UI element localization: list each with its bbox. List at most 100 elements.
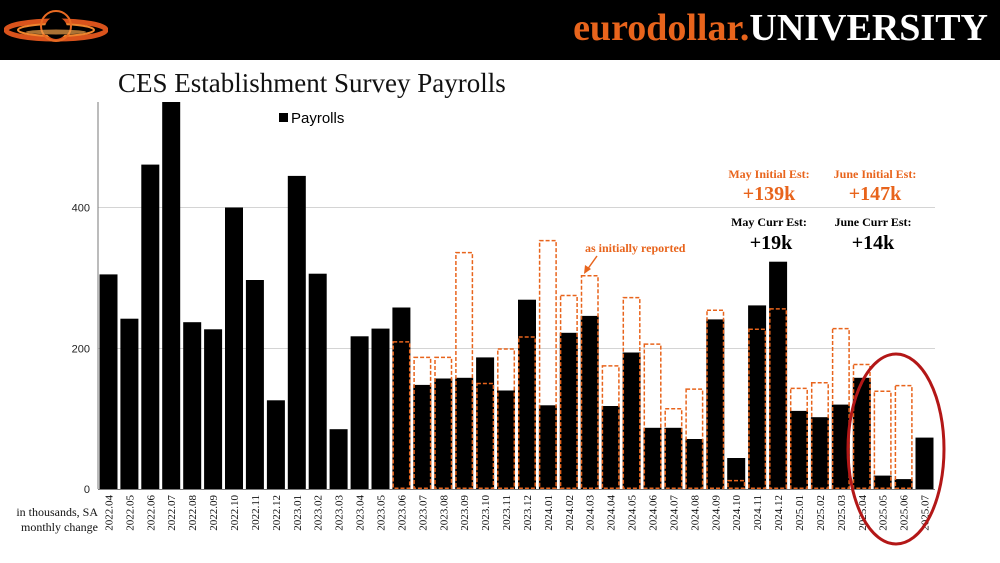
x-tick-label-2022.08: 2022.08 (187, 495, 199, 531)
x-tick-label-2022.07: 2022.07 (166, 495, 178, 531)
bar-initial-2024.07 (664, 408, 683, 490)
bar-payrolls-2024.05 (622, 352, 641, 489)
bar-initial-2023.07 (413, 356, 432, 489)
x-tick-label-2024.04: 2024.04 (606, 495, 618, 531)
june-initial-value: +147k (849, 183, 902, 205)
x-tick-label-2025.06: 2025.06 (899, 495, 911, 531)
bar-payrolls-2023.01 (287, 175, 306, 489)
x-tick-label-2023.01: 2023.01 (292, 495, 304, 531)
x-tick-label-2024.03: 2024.03 (585, 495, 597, 531)
june-curr-label: June Curr Est: (834, 215, 911, 229)
bar-payrolls-2025.07 (915, 437, 934, 489)
x-tick-label-2025.02: 2025.02 (815, 495, 827, 531)
brand-part-1: eurodollar. (573, 7, 750, 49)
may-curr-value: +19k (750, 232, 793, 254)
bar-initial-2025.01 (789, 387, 808, 490)
header-bar: eurodollar.UNIVERSITY (0, 0, 1000, 60)
bar-payrolls-2022.06 (141, 164, 160, 489)
x-tick-label-2024.07: 2024.07 (668, 495, 680, 531)
x-tick-label-2023.11: 2023.11 (501, 495, 513, 530)
x-tick-label-2024.08: 2024.08 (689, 495, 701, 531)
x-tick-label-2024.06: 2024.06 (648, 495, 660, 531)
x-tick-label-2024.02: 2024.02 (564, 495, 576, 531)
page-title: CES Establishment Survey Payrolls (118, 68, 506, 98)
bar-initial-2025.05 (873, 390, 892, 490)
may-initial-value: +139k (743, 183, 796, 205)
bar-payrolls-2023.04 (350, 336, 369, 489)
bar-payrolls-2025.04 (852, 377, 871, 489)
bar-payrolls-2022.10 (225, 207, 243, 489)
bar-initial-2024.06 (643, 343, 662, 490)
bar-payrolls-2024.02 (559, 332, 578, 489)
brand-part-2: UNIVERSITY (749, 7, 988, 49)
bar-payrolls-2025.06 (894, 479, 913, 489)
y-tick-label: 400 (72, 203, 90, 215)
x-tick-label-2023.03: 2023.03 (334, 495, 346, 531)
x-tick-label-2023.02: 2023.02 (313, 495, 325, 531)
bar-payrolls-2022.09 (204, 329, 223, 489)
bar-payrolls-2023.10 (476, 357, 495, 489)
may-initial-label: May Initial Est: (728, 167, 809, 181)
bar-payrolls-2023.12 (518, 299, 536, 489)
bar-initial-2023.11 (497, 348, 516, 490)
bar-initial-2025.06 (894, 384, 913, 490)
x-ticks-layer: 2022.04 2022.05 2022.06 2022.07 2022.08 2022.… (104, 495, 932, 531)
note-arrow-head (584, 265, 591, 274)
x-tick-label-2022.04: 2022.04 (104, 495, 116, 531)
bar-initial-2023.09 (455, 251, 474, 490)
x-tick-label-2024.09: 2024.09 (710, 495, 722, 531)
x-tick-label-2025.01: 2025.01 (794, 495, 806, 531)
bar-payrolls-2024.07 (664, 427, 683, 489)
bar-initial-2024.02 (559, 294, 578, 490)
x-tick-label-2022.05: 2022.05 (124, 495, 136, 531)
y-tick-label: 0 (84, 484, 90, 496)
bar-payrolls-2023.05 (371, 328, 390, 489)
y-tick-label: 200 (72, 343, 90, 355)
bar-payrolls-2023.08 (434, 378, 453, 489)
bar-payrolls-2022.05 (120, 318, 139, 489)
bar-initial-2024.03 (580, 275, 599, 490)
bar-payrolls-2023.02 (308, 273, 327, 489)
bar-payrolls-2024.04 (601, 406, 620, 489)
bar-initial-2024.10 (727, 479, 746, 490)
may-curr-label: May Curr Est: (731, 215, 807, 229)
x-tick-label-2022.06: 2022.06 (145, 495, 157, 531)
bar-payrolls-2024.01 (538, 405, 557, 489)
bar-payrolls-2023.03 (329, 429, 348, 489)
bar-payrolls-2024.10 (727, 458, 746, 489)
bar-payrolls-2024.11 (748, 305, 767, 489)
x-tick-label-2023.10: 2023.10 (480, 495, 492, 531)
bar-payrolls-2023.11 (497, 390, 515, 489)
brand-wordmark: eurodollar.UNIVERSITY (573, 6, 988, 50)
bar-payrolls-2025.05 (873, 475, 892, 489)
x-tick-label-2023.07: 2023.07 (417, 495, 429, 531)
bar-initial-2024.12 (769, 308, 788, 490)
x-tick-label-2022.11: 2022.11 (250, 495, 262, 530)
bar-payrolls-2024.12 (769, 261, 788, 489)
legend-swatch-payrolls (279, 113, 288, 122)
bar-initial-2024.11 (748, 328, 767, 490)
unit-label: in thousands, SA monthly change (2, 505, 98, 535)
bar-payrolls-2025.01 (790, 410, 808, 489)
bar-payrolls-2023.09 (455, 377, 474, 489)
unit-label-line-2: monthly change (21, 520, 98, 534)
x-tick-label-2024.11: 2024.11 (752, 495, 764, 530)
bar-payrolls-2024.06 (643, 427, 662, 489)
bar-initial-2023.08 (434, 356, 453, 489)
x-tick-label-2024.01: 2024.01 (543, 495, 555, 531)
x-tick-label-2025.05: 2025.05 (878, 495, 890, 531)
bar-payrolls-2022.12 (266, 400, 285, 489)
bar-initial-2023.12 (517, 336, 536, 489)
bar-payrolls-2025.03 (831, 404, 850, 489)
black-hole-logo-icon (4, 10, 108, 42)
legend-label-payrolls: Payrolls (291, 110, 344, 127)
x-tick-label-2024.10: 2024.10 (731, 495, 743, 531)
bar-initial-2024.01 (538, 239, 557, 489)
as-initially-reported-note: as initially reported (585, 241, 686, 255)
bar-payrolls-2024.08 (685, 439, 704, 489)
bar-initial-2023.10 (476, 382, 495, 490)
x-tick-label-2022.12: 2022.12 (271, 495, 283, 531)
x-tick-label-2023.12: 2023.12 (522, 495, 534, 531)
highlight-circle (846, 352, 946, 546)
